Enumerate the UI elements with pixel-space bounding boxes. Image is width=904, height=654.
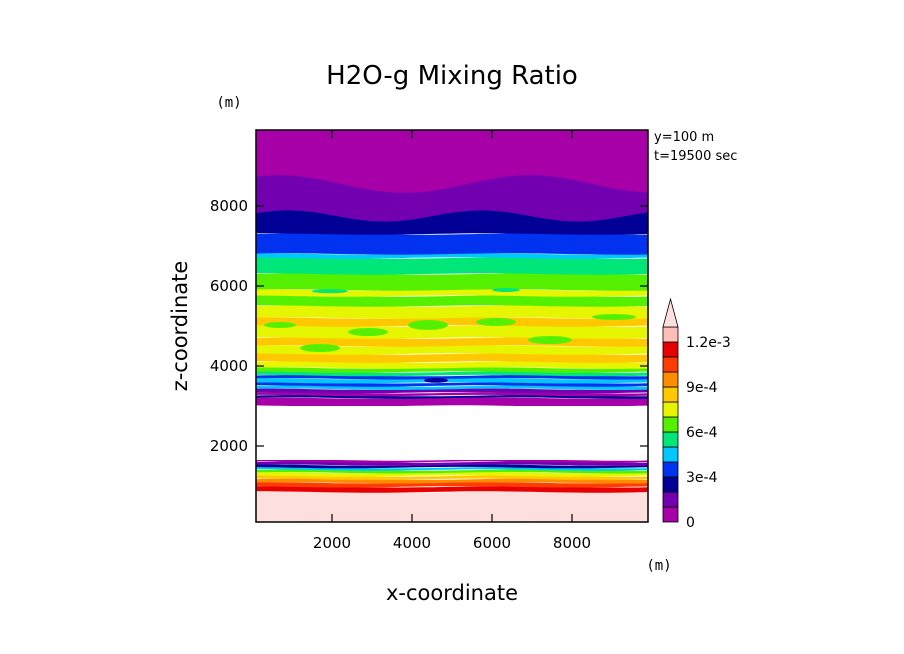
y-tick-label: 4000: [210, 357, 248, 375]
y-tick-label: 6000: [210, 277, 248, 295]
colorbar-segment: [662, 476, 679, 493]
info-line-1: y=100 m: [654, 130, 714, 145]
y-unit-label: (m): [216, 95, 241, 111]
contour-band: [256, 305, 648, 319]
info-line-2: t=19500 sec: [654, 149, 737, 164]
colorbar-tick-label: 3e-4: [686, 470, 718, 486]
x-unit-label: (m): [646, 558, 671, 574]
x-tick-label: 6000: [473, 534, 511, 552]
contour-patch: [592, 314, 636, 320]
contour-patch: [528, 336, 572, 344]
contour-band: [256, 472, 648, 477]
contour-band: [256, 482, 648, 488]
dry-layer: [256, 406, 648, 460]
colorbar-segment: [662, 506, 679, 523]
contour-band: [256, 353, 648, 363]
colorbar: 0 3e-4 6e-4 9e-4 1.2e-3: [662, 297, 731, 531]
y-tick-label: 8000: [210, 197, 248, 215]
contour-band: [256, 459, 648, 463]
colorbar-segment: [662, 431, 679, 448]
colorbar-segment: [662, 416, 679, 433]
contour-patch: [264, 322, 296, 328]
colorbar-segment: [662, 371, 679, 388]
contour-band: [256, 325, 648, 339]
contour-patch: [408, 320, 448, 330]
colorbar-tick-label: 6e-4: [686, 425, 718, 441]
contour-band: [256, 388, 648, 394]
contour-band: [256, 257, 648, 275]
y-axis-label: z-coordinate: [168, 261, 192, 392]
x-tick-label: 2000: [313, 534, 351, 552]
x-axis-label: x-coordinate: [386, 581, 518, 605]
colorbar-segment: [662, 401, 679, 418]
contour-band: [256, 273, 648, 291]
x-tick-label: 4000: [393, 534, 431, 552]
contour-patch: [424, 378, 448, 383]
contour-front: [256, 130, 648, 193]
colorbar-segment: [662, 356, 679, 373]
contour-band: [256, 295, 648, 307]
colorbar-segment: [662, 386, 679, 403]
chart-title: H2O-g Mixing Ratio: [326, 61, 578, 91]
y-axis-ticks: 2000 4000 6000 8000: [210, 197, 648, 455]
contour-band: [256, 289, 648, 297]
contour-band: [256, 345, 648, 355]
x-axis-ticks: 2000 4000 6000 8000: [313, 130, 591, 552]
contour-band: [256, 464, 648, 469]
colorbar-tick-label: 0: [686, 515, 695, 531]
contour-band: [256, 486, 648, 493]
contour-band: [256, 397, 648, 407]
colorbar-segment: [662, 326, 679, 343]
colorbar-segment: [662, 446, 679, 463]
contour-patch: [300, 344, 340, 352]
colorbar-segment: [662, 341, 679, 358]
contour-band: [256, 367, 648, 373]
contour-patch: [312, 289, 348, 294]
colorbar-tick-label: 1.2e-3: [686, 335, 731, 351]
colorbar-tick-label: 9e-4: [686, 380, 718, 396]
x-tick-label: 8000: [553, 534, 591, 552]
colorbar-segment: [662, 461, 679, 478]
colorbar-overflow-arrow: [662, 297, 679, 328]
contour-band: [256, 361, 648, 369]
y-tick-label: 2000: [210, 437, 248, 455]
colorbar-segment: [662, 491, 679, 508]
contour-band: [256, 491, 648, 522]
contour-field: [256, 130, 648, 522]
contour-band: [256, 253, 648, 259]
plot-frame: [255, 129, 649, 523]
contour-patch: [476, 318, 516, 326]
contour-patch: [492, 288, 520, 292]
contour-band: [256, 233, 648, 255]
contour-band: [256, 378, 648, 384]
contour-band: [256, 317, 648, 327]
contour-patch: [348, 328, 388, 336]
